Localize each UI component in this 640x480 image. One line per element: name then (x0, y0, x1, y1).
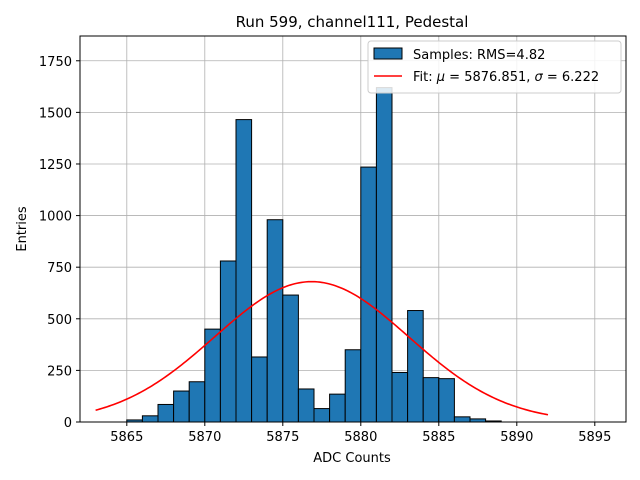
x-tick-label: 5870 (188, 430, 221, 445)
legend-fit-label: Fit: μ = 5876.851, σ = 6.222 (413, 70, 599, 85)
histogram-bar (219, 260, 237, 423)
fit-curve (95, 280, 549, 416)
x-tick-label: 5875 (266, 430, 299, 445)
x-tick-label: 5880 (344, 430, 377, 445)
histogram-bar (297, 388, 315, 423)
histogram-bar (173, 390, 190, 423)
y-tick-label: 0 (64, 416, 72, 431)
histogram-bar (360, 166, 377, 423)
legend-histogram-label: Samples: RMS=4.82 (413, 48, 545, 63)
histogram-bar (251, 356, 268, 423)
x-tick-label: 5885 (422, 430, 455, 445)
histogram-bar (329, 393, 346, 423)
y-tick-label: 1750 (39, 55, 72, 70)
histogram-bar (391, 371, 409, 423)
histogram-bar (141, 415, 159, 423)
y-axis: 0 250 500 750 1000 1250 1500 1750 (39, 55, 80, 431)
legend: Samples: RMS=4.82 Fit: μ = 5876.851, σ =… (367, 40, 622, 94)
histogram-bar (188, 381, 206, 423)
plot-frame (79, 35, 627, 423)
chart-title: Run 599, channel111, Pedestal (236, 13, 469, 31)
legend-fit-prefix: Fit: (413, 70, 437, 85)
y-tick-label: 1500 (39, 106, 72, 121)
histogram-bar (235, 119, 253, 423)
legend-fit-mu-value: = 5876.851, (445, 70, 534, 85)
y-tick-label: 750 (47, 261, 72, 276)
y-tick-label: 250 (47, 364, 72, 379)
histogram-bar (453, 416, 471, 423)
y-axis-label: Entries (15, 206, 30, 252)
histogram-bar (266, 219, 284, 423)
x-tick-label: 5865 (110, 430, 143, 445)
histogram-bar (438, 378, 455, 423)
histogram-bars (126, 87, 502, 423)
x-axis: 5865 5870 5875 5880 5885 5890 5895 (110, 422, 611, 445)
legend-box (367, 40, 622, 94)
legend-fit-mu-symbol: μ (436, 70, 445, 85)
x-tick-label: 5890 (500, 430, 533, 445)
legend-fit-sigma-symbol: σ (535, 70, 544, 85)
histogram-bar (407, 310, 424, 423)
y-tick-label: 1000 (39, 210, 72, 225)
histogram-bar (344, 349, 362, 423)
y-tick-label: 1250 (39, 158, 72, 173)
fit-curve-group (95, 280, 549, 416)
legend-histogram-swatch (373, 47, 403, 60)
histogram-bar (157, 403, 175, 423)
x-tick-label: 5895 (578, 430, 611, 445)
histogram-bar (313, 408, 331, 423)
histogram-bar (375, 87, 393, 423)
legend-fit-sigma-value: = 6.222 (543, 70, 599, 85)
histogram-bar (282, 294, 299, 423)
x-axis-label: ADC Counts (313, 451, 391, 466)
y-tick-label: 500 (47, 313, 72, 328)
histogram-bar (422, 377, 440, 423)
